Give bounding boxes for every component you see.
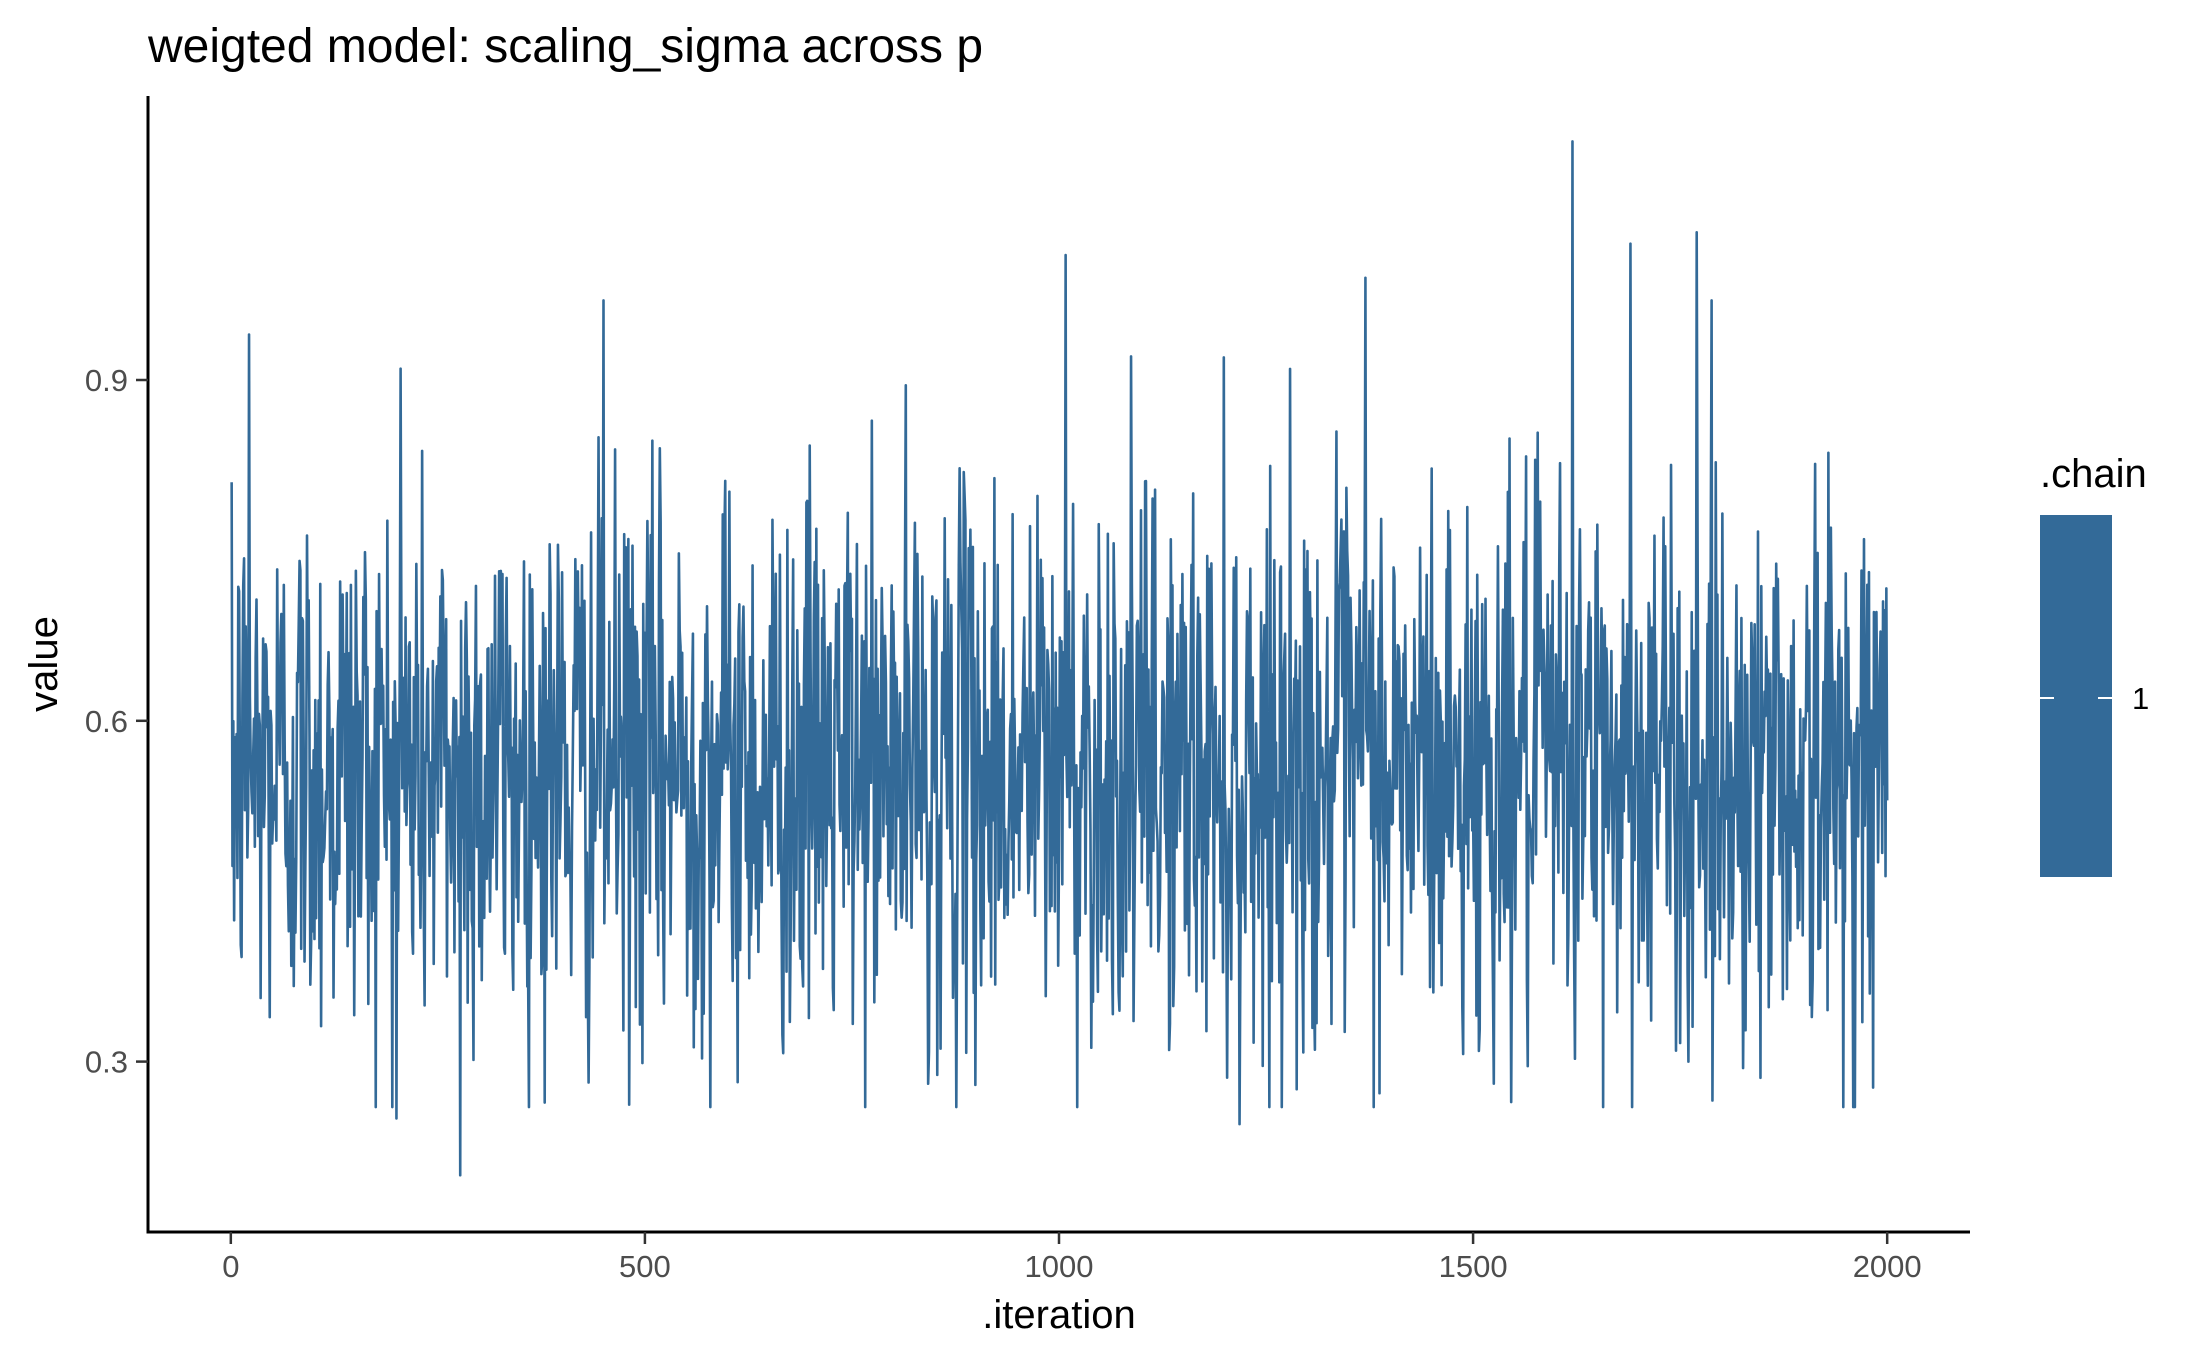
- chart-title: weigted model: scaling_sigma across p: [147, 20, 983, 73]
- y-tick-label-0.6: 0.6: [85, 704, 128, 739]
- series-chain-1: [230, 140, 1889, 1177]
- legend-title: .chain: [2040, 452, 2147, 496]
- y-axis-ticks: 0.3 0.6 0.9: [85, 363, 148, 1080]
- series-line-chain-1: [230, 140, 1889, 1177]
- y-tick-label-0.9: 0.9: [85, 363, 128, 398]
- x-tick-label-0: 0: [222, 1249, 239, 1284]
- x-tick-label-500: 500: [619, 1249, 671, 1284]
- y-axis-label: value: [22, 616, 66, 712]
- legend-entry-1: 1: [2132, 681, 2149, 716]
- x-axis-label: .iteration: [982, 1293, 1135, 1337]
- x-tick-label-1500: 1500: [1439, 1249, 1508, 1284]
- x-tick-label-2000: 2000: [1853, 1249, 1922, 1284]
- legend-color-bar: [2040, 515, 2112, 877]
- legend: .chain 1: [2040, 452, 2149, 877]
- x-tick-label-1000: 1000: [1025, 1249, 1094, 1284]
- x-axis-ticks: 0 500 1000 1500 2000: [222, 1232, 1922, 1284]
- y-tick-label-0.3: 0.3: [85, 1045, 128, 1080]
